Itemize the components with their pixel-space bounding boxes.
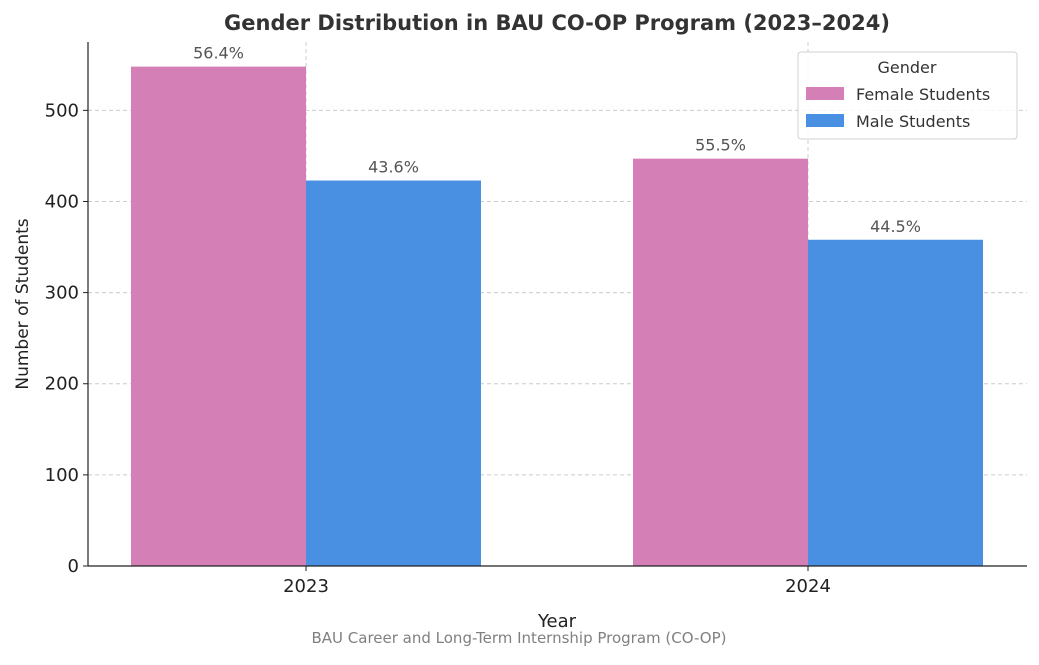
legend: Gender Female Students Male Students <box>797 51 1018 140</box>
data-label: 44.5% <box>870 217 921 236</box>
caption: BAU Career and Long-Term Internship Prog… <box>311 629 726 647</box>
bar-male-2023 <box>306 180 481 567</box>
bar-female-2023 <box>131 66 306 566</box>
data-label: 56.4% <box>193 44 244 63</box>
bar-female-2024 <box>633 158 808 566</box>
legend-label-male: Male Students <box>856 112 970 131</box>
legend-swatch-female <box>806 87 844 100</box>
legend-label-female: Female Students <box>856 85 990 104</box>
axes: 0 100 200 300 400 500 2023 2024 <box>45 42 1027 597</box>
data-label: 43.6% <box>368 158 419 177</box>
y-tick-label: 400 <box>45 191 79 212</box>
bar-male-2024 <box>808 239 983 566</box>
x-tick-label: 2024 <box>785 576 831 597</box>
chart-title: Gender Distribution in BAU CO-OP Program… <box>224 11 890 35</box>
legend-title: Gender <box>878 58 937 77</box>
y-tick-label: 500 <box>45 100 79 121</box>
data-label: 55.5% <box>695 136 746 155</box>
x-axis-label: Year <box>537 611 577 632</box>
y-tick-label: 300 <box>45 283 79 304</box>
y-tick-label: 100 <box>45 465 79 486</box>
y-tick-label: 200 <box>45 374 79 395</box>
y-axis-label: Number of Students <box>13 218 33 389</box>
x-tick-label: 2023 <box>283 576 329 597</box>
y-tick-label: 0 <box>68 556 79 577</box>
legend-swatch-male <box>806 114 844 127</box>
legend-box <box>797 51 1018 140</box>
bars: 56.4% 55.5% 43.6% 44.5% <box>131 44 983 567</box>
